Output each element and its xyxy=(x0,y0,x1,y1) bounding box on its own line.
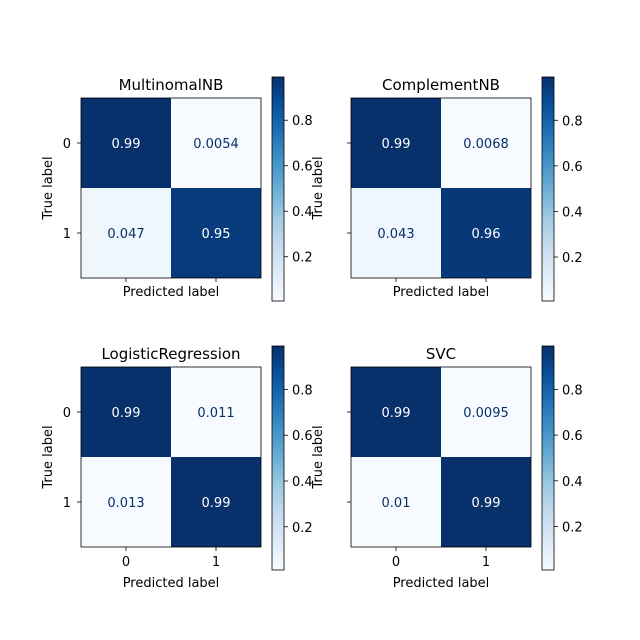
y-tick-label: 1 xyxy=(63,496,71,511)
colorbar-tick-label: 0.8 xyxy=(562,383,583,398)
matrix-cell xyxy=(351,457,441,547)
cell-value-label: 0.01 xyxy=(382,496,411,511)
cell-value-label: 0.047 xyxy=(107,227,144,242)
matrix-cell xyxy=(171,367,261,457)
cell-value-label: 0.96 xyxy=(472,227,501,242)
x-axis-label: Predicted label xyxy=(393,576,490,591)
plot-frame xyxy=(350,97,532,279)
x-axis-label: Predicted label xyxy=(123,285,220,300)
cell-value-label: 0.0054 xyxy=(193,137,239,152)
colorbar xyxy=(541,76,555,302)
colorbar-tick-label: 0.4 xyxy=(562,205,583,220)
colorbar-tick-label: 0.6 xyxy=(292,160,313,175)
matrix-cell xyxy=(351,98,441,188)
chart-title: MultinomalNB xyxy=(119,76,224,94)
matrix-cell xyxy=(171,457,261,547)
cell-value-label: 0.011 xyxy=(197,406,234,421)
cell-value-label: 0.99 xyxy=(112,406,141,421)
x-tick-label: 0 xyxy=(392,555,400,570)
y-tick-label: 1 xyxy=(63,227,71,242)
chart-title: ComplementNB xyxy=(382,76,500,94)
matrix-cell xyxy=(81,457,171,547)
x-tick-label: 1 xyxy=(482,555,490,570)
chart-title: SVC xyxy=(426,345,456,363)
cell-value-label: 0.99 xyxy=(472,496,501,511)
colorbar xyxy=(271,345,285,571)
matrix-cell xyxy=(441,188,531,278)
colorbar-tick-label: 0.4 xyxy=(292,475,313,490)
colorbar-tick-label: 0.8 xyxy=(292,114,313,129)
colorbar-tick-label: 0.8 xyxy=(562,114,583,129)
matrix-cell xyxy=(81,367,171,457)
x-tick-label: 1 xyxy=(212,555,220,570)
plot-frame xyxy=(80,97,262,279)
colorbar-tick-label: 0.6 xyxy=(562,429,583,444)
y-axis-label: True label xyxy=(311,156,326,220)
matrix-cell xyxy=(351,367,441,457)
cell-value-label: 0.0068 xyxy=(463,137,509,152)
colorbar-tick-label: 0.4 xyxy=(562,475,583,490)
colorbar xyxy=(271,76,285,302)
colorbar-tick-label: 0.6 xyxy=(562,160,583,175)
colorbar-tick-label: 0.2 xyxy=(562,520,583,535)
y-axis-label: True label xyxy=(41,425,56,489)
cell-value-label: 0.013 xyxy=(107,496,144,511)
x-axis-label: Predicted label xyxy=(123,576,220,591)
cell-value-label: 0.99 xyxy=(112,137,141,152)
matrix-cell xyxy=(441,367,531,457)
y-tick-label: 0 xyxy=(63,406,71,421)
cell-value-label: 0.99 xyxy=(202,496,231,511)
cell-value-label: 0.95 xyxy=(202,227,231,242)
colorbar-tick-label: 0.4 xyxy=(292,205,313,220)
matrix-cell xyxy=(441,457,531,547)
matrix-cell xyxy=(171,188,261,278)
matrix-cell xyxy=(351,188,441,278)
y-axis-label: True label xyxy=(311,425,326,489)
colorbar-tick-label: 0.6 xyxy=(292,429,313,444)
colorbar-tick-label: 0.2 xyxy=(292,521,313,536)
plot-frame xyxy=(350,366,532,548)
y-tick-label: 0 xyxy=(63,137,71,152)
cell-value-label: 0.99 xyxy=(382,406,411,421)
matrix-cell xyxy=(171,98,261,188)
x-tick-label: 0 xyxy=(122,555,130,570)
colorbar-tick-label: 0.8 xyxy=(292,383,313,398)
x-axis-label: Predicted label xyxy=(393,285,490,300)
chart-title: LogisticRegression xyxy=(101,345,240,363)
cell-value-label: 0.043 xyxy=(377,227,414,242)
matrix-cell xyxy=(441,98,531,188)
matrix-cell xyxy=(81,98,171,188)
cell-value-label: 0.0095 xyxy=(463,406,509,421)
cell-value-label: 0.99 xyxy=(382,137,411,152)
colorbar-tick-label: 0.2 xyxy=(562,251,583,266)
plot-frame xyxy=(80,366,262,548)
colorbar-tick-label: 0.2 xyxy=(292,251,313,266)
y-axis-label: True label xyxy=(41,156,56,220)
colorbar xyxy=(541,345,555,571)
matrix-cell xyxy=(81,188,171,278)
